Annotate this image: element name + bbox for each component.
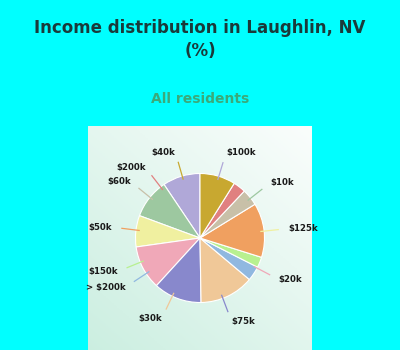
- Wedge shape: [156, 238, 201, 302]
- Wedge shape: [200, 191, 255, 238]
- Wedge shape: [140, 184, 200, 238]
- Wedge shape: [200, 238, 249, 302]
- Wedge shape: [200, 183, 244, 238]
- Text: $75k: $75k: [232, 317, 255, 326]
- Text: $125k: $125k: [288, 224, 318, 233]
- Wedge shape: [200, 174, 234, 238]
- Text: $200k: $200k: [116, 163, 146, 172]
- Text: $20k: $20k: [279, 275, 302, 284]
- Wedge shape: [136, 238, 200, 286]
- Wedge shape: [164, 174, 200, 238]
- Text: All residents: All residents: [151, 92, 249, 106]
- Text: $150k: $150k: [88, 267, 118, 276]
- Text: $30k: $30k: [138, 314, 162, 323]
- Text: $60k: $60k: [107, 177, 131, 186]
- Text: $50k: $50k: [88, 223, 112, 232]
- Text: $40k: $40k: [152, 148, 176, 157]
- Wedge shape: [200, 204, 264, 257]
- Text: > $200k: > $200k: [86, 282, 126, 292]
- Text: Income distribution in Laughlin, NV
(%): Income distribution in Laughlin, NV (%): [34, 19, 366, 60]
- Wedge shape: [200, 238, 262, 267]
- Text: $10k: $10k: [270, 178, 294, 188]
- Wedge shape: [136, 216, 200, 247]
- Text: $100k: $100k: [226, 148, 256, 158]
- Wedge shape: [200, 238, 258, 280]
